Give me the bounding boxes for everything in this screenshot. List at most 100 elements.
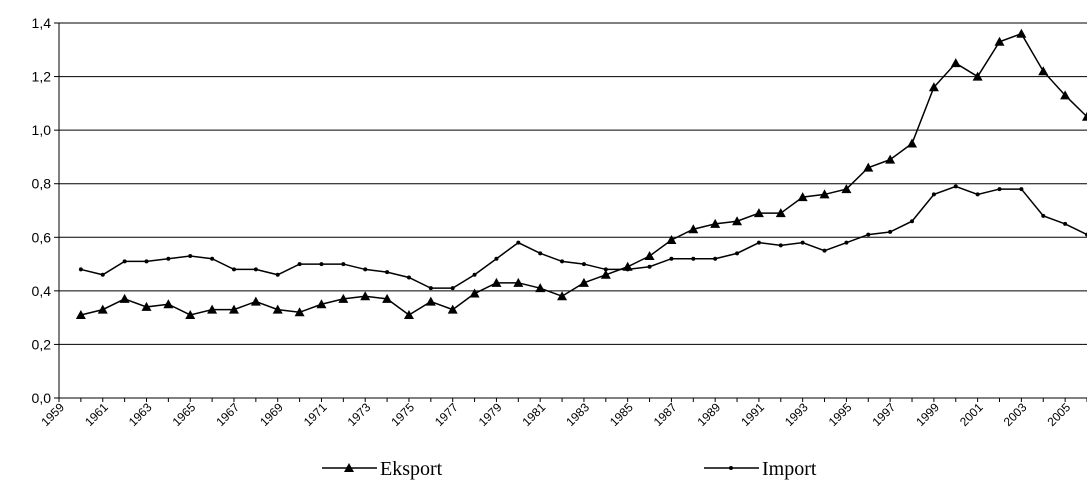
y-tick-label: 0,0 xyxy=(32,390,52,406)
y-axis-tick-labels: 0,0 0,2 0,4 0,6 0,8 1,0 1,2 1,4 xyxy=(32,15,52,406)
import-point xyxy=(275,272,280,277)
x-tick-label: 1967 xyxy=(213,400,242,429)
x-tick-label: 1991 xyxy=(738,400,767,429)
y-tick-label: 1,2 xyxy=(32,69,52,85)
x-tick-label: 1969 xyxy=(257,400,286,429)
import-point xyxy=(975,192,980,197)
import-point xyxy=(363,267,368,272)
eksport-point xyxy=(885,154,896,164)
import-point xyxy=(210,256,215,261)
eksport-point xyxy=(228,304,239,314)
x-tick-label: 1993 xyxy=(782,400,811,429)
eksport-point xyxy=(425,296,436,306)
x-tick-label: 1975 xyxy=(388,400,417,429)
y-tick-label: 0,4 xyxy=(32,283,52,299)
eksport-point xyxy=(185,309,196,319)
import-point xyxy=(910,219,915,224)
eksport-point xyxy=(907,138,918,148)
import-point xyxy=(406,275,411,280)
eksport-point xyxy=(710,218,721,228)
x-tick-label: 1977 xyxy=(432,400,461,429)
eksport-point xyxy=(644,251,655,261)
eksport-point xyxy=(141,301,152,311)
import-point xyxy=(691,256,696,261)
eksport-point xyxy=(316,299,327,309)
x-tick-label: 1997 xyxy=(869,400,898,429)
eksport-point xyxy=(753,208,764,218)
eksport-point xyxy=(1082,111,1087,121)
legend: Eksport Import xyxy=(322,458,817,480)
legend-import-marker xyxy=(729,466,733,470)
x-tick-label: 1983 xyxy=(563,400,592,429)
import-point xyxy=(516,240,521,245)
import-point xyxy=(253,267,258,272)
eksport-point xyxy=(994,36,1005,46)
import-point xyxy=(319,262,324,267)
eksport-point xyxy=(535,283,546,293)
y-tick-label: 1,4 xyxy=(32,15,52,31)
import-point xyxy=(669,256,674,261)
eksport-point xyxy=(250,296,261,306)
eksport-point xyxy=(119,293,130,303)
import-point xyxy=(713,256,718,261)
eksport-point xyxy=(491,277,502,287)
eksport-point xyxy=(688,224,699,234)
import-point xyxy=(844,240,849,245)
eksport-point xyxy=(97,304,108,314)
x-tick-label: 1965 xyxy=(170,400,199,429)
import-point xyxy=(778,243,783,248)
eksport-point xyxy=(1038,66,1049,76)
eksport-point xyxy=(732,216,743,226)
import-point xyxy=(647,264,652,269)
eksport-point xyxy=(819,189,830,199)
eksport-point xyxy=(972,71,983,81)
import-point xyxy=(297,262,302,267)
axes xyxy=(58,23,1087,399)
import-point xyxy=(78,267,83,272)
import-point xyxy=(625,267,630,272)
import-point xyxy=(822,248,827,253)
x-tick-label: 1963 xyxy=(126,400,155,429)
y-tick-label: 1,0 xyxy=(32,122,52,138)
eksport-point xyxy=(469,288,480,298)
x-tick-label: 1999 xyxy=(913,400,942,429)
eksport-point xyxy=(403,309,414,319)
import-point xyxy=(997,187,1002,192)
import-point xyxy=(1063,221,1068,226)
eksport-point xyxy=(928,82,939,92)
gridlines xyxy=(54,22,1087,399)
eksport-point xyxy=(841,184,852,194)
import-point xyxy=(888,229,893,234)
eksport-point xyxy=(360,291,371,301)
legend-import-label: Import xyxy=(762,458,817,480)
import-point xyxy=(385,270,390,275)
eksport-point xyxy=(1016,28,1027,38)
import-point xyxy=(100,272,105,277)
import-point xyxy=(538,251,543,256)
x-tick-label: 2001 xyxy=(957,400,986,429)
eksport-point xyxy=(338,293,349,303)
x-tick-label: 2003 xyxy=(1001,400,1030,429)
import-point xyxy=(341,262,346,267)
eksport-point xyxy=(294,307,305,317)
x-tick-label: 2005 xyxy=(1044,400,1073,429)
eksport-point xyxy=(207,304,218,314)
y-tick-label: 0,2 xyxy=(32,336,52,352)
y-tick-label: 0,6 xyxy=(32,229,52,245)
x-tick-label: 1971 xyxy=(301,400,330,429)
legend-eksport-marker xyxy=(344,463,354,472)
eksport-point xyxy=(382,293,393,303)
eksport-point xyxy=(163,299,174,309)
x-tick-label: 1995 xyxy=(826,400,855,429)
x-tick-label: 1985 xyxy=(607,400,636,429)
import-point xyxy=(560,259,565,264)
eksport-point xyxy=(666,234,677,244)
x-tick-label: 1989 xyxy=(695,400,724,429)
y-tick-label: 0,8 xyxy=(32,176,52,192)
import-point xyxy=(953,184,958,189)
eksport-line xyxy=(80,32,1087,316)
import-point xyxy=(800,240,805,245)
x-axis-tick-labels: 1959 1961 1963 1965 1967 1969 1971 1973 1975 1977… xyxy=(38,398,1087,429)
eksport-point xyxy=(272,304,283,314)
